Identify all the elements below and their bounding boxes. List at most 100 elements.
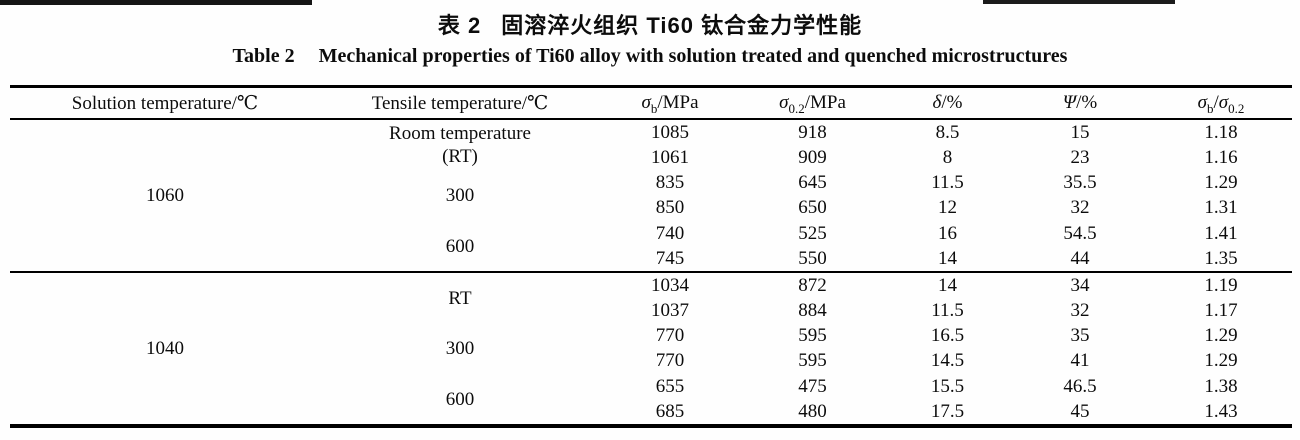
value-cell: 1.31	[1204, 197, 1238, 219]
value-cell: 34	[1070, 274, 1090, 296]
value-cell: 32	[1070, 197, 1090, 219]
value-cell: 11.5	[931, 299, 964, 321]
column-header-part: Tensile temperature/℃	[371, 92, 549, 114]
value-cell: 15	[1070, 121, 1090, 143]
table-row: 745 550 14 44 1.35	[10, 246, 1292, 272]
table-row: 1060 Room temperature (RT) 1085 918 8.5 15 1.18	[10, 119, 1292, 206]
value-cell: 14	[938, 247, 957, 269]
value-cell: 1.19	[1204, 274, 1238, 296]
value-cell: 1.29	[1204, 325, 1238, 347]
column-header: Tensile temperature/℃	[320, 87, 600, 120]
value-cell: 14.5	[930, 350, 965, 372]
tensile-temp-line: 600	[445, 235, 475, 257]
tensile-temp-cell: RT	[320, 272, 600, 323]
table-caption-en-text: Mechanical properties of Ti60 alloy with…	[318, 45, 1068, 67]
scan-artifact	[0, 0, 312, 5]
value-cell: 1.43	[1204, 400, 1238, 422]
tensile-temp-cell: 300	[320, 170, 600, 221]
column-header-part: /MPa	[804, 92, 846, 113]
value-cell: 884	[798, 299, 827, 321]
table-section: 1060 Room temperature (RT) 1085 918 8.5 15 1.18…	[10, 119, 1292, 273]
value-cell: 595	[798, 350, 827, 372]
tensile-temp-line: RT	[448, 287, 472, 309]
column-header: σb/MPa	[600, 87, 740, 120]
value-cell: 909	[798, 146, 827, 168]
column-header-part: δ	[932, 92, 942, 113]
column-header-part: b	[1206, 100, 1214, 116]
table-row: 1040 RT 1034 872 14 34 1.19	[10, 272, 1292, 359]
table-caption-en-label: Table 2	[232, 45, 295, 67]
column-header-part: /MPa	[657, 92, 699, 113]
table-caption-en: Table 2 Mechanical properties of Ti60 all…	[0, 45, 1300, 68]
value-cell: 41	[1070, 350, 1090, 372]
column-header-part: 0.2	[1228, 100, 1245, 116]
solution-temp-cell: 1060	[146, 184, 184, 206]
tensile-temp-line: 600	[445, 388, 475, 410]
column-header: Solution temperature/℃	[10, 87, 320, 120]
value-cell: 32	[1070, 299, 1090, 321]
tensile-temp-line: 300	[445, 185, 475, 207]
value-cell: 1037	[651, 299, 689, 321]
value-cell: 8.5	[935, 121, 960, 143]
tensile-temp-line: 300	[445, 338, 475, 360]
column-header-part: σ	[1197, 92, 1207, 113]
table-caption-zh-text: 固溶淬火组织 Ti60 钛合金力学性能	[501, 13, 863, 38]
table-row: 1037 884 11.5 32 1.17	[10, 298, 1292, 323]
value-cell: 14	[938, 274, 957, 296]
value-cell: 525	[798, 222, 827, 244]
value-cell: 12	[938, 197, 957, 219]
scan-artifact	[983, 0, 1175, 4]
tensile-temp-line: (RT)	[442, 146, 478, 168]
table-row: 300 835 645 11.5 35.5 1.29	[10, 170, 1292, 206]
table-caption-zh: 表 2 固溶淬火组织 Ti60 钛合金力学性能	[0, 8, 1300, 40]
value-cell: 1.38	[1204, 375, 1238, 397]
value-cell: 1085	[651, 121, 689, 143]
column-header-part: /%	[941, 92, 963, 113]
tensile-temp-cell: 600	[320, 374, 600, 426]
value-cell: 745	[655, 247, 685, 269]
value-cell: 23	[1070, 146, 1090, 168]
value-cell: 595	[798, 325, 827, 347]
table-caption-zh-label: 表 2	[437, 13, 482, 38]
value-cell: 1034	[651, 274, 689, 296]
value-cell: 44	[1070, 247, 1090, 269]
column-header: σ0.2/MPa	[740, 87, 885, 120]
tensile-temp-cell: 600	[320, 221, 600, 272]
value-cell: 45	[1070, 400, 1090, 422]
value-cell: 480	[798, 400, 827, 422]
column-header-part: b	[650, 100, 658, 116]
column-header-part: /	[1213, 92, 1219, 113]
value-cell: 770	[655, 325, 685, 347]
column-header-part: σ	[641, 92, 651, 113]
value-cell: 16.5	[930, 325, 965, 347]
column-header-part: Solution temperature/℃	[71, 92, 259, 114]
column-header: σb/σ0.2	[1150, 87, 1292, 120]
value-cell: 650	[798, 197, 827, 219]
value-cell: 918	[798, 121, 827, 143]
table-row: 300 770 595 16.5 35 1.29	[10, 323, 1292, 359]
column-header: Ψ/%	[1010, 87, 1150, 120]
column-header-part: Ψ	[1062, 92, 1077, 113]
data-table: Solution temperature/℃ Tensile temperatur…	[10, 85, 1292, 429]
table-row: 600 740 525 16 54.5 1.41	[10, 221, 1292, 257]
column-header-part: σ	[779, 92, 789, 113]
value-cell: 16	[938, 222, 957, 244]
table-section: 1040 RT 1034 872 14 34 1.19 1037 884 11.5 32 1.17 30…	[10, 272, 1292, 426]
value-cell: 35	[1070, 325, 1090, 347]
value-cell: 1.16	[1204, 146, 1238, 168]
value-cell: 740	[655, 222, 685, 244]
value-cell: 685	[655, 400, 685, 422]
tensile-temp-cell: 300	[320, 323, 600, 374]
tensile-temp-line: Room temperature	[389, 123, 531, 145]
value-cell: 645	[798, 171, 827, 193]
column-header-part: 0.2	[788, 100, 805, 116]
column-header: δ/%	[885, 87, 1010, 120]
value-cell: 770	[655, 350, 685, 372]
solution-temp-cell: 1040	[146, 337, 184, 359]
value-cell: 46.5	[1063, 375, 1097, 397]
table-row: 770 595 14.5 41 1.29	[10, 349, 1292, 374]
value-cell: 1.41	[1204, 222, 1238, 244]
value-cell: 1.17	[1204, 299, 1238, 321]
table-row: 600 655 475 15.5 46.5 1.38	[10, 374, 1292, 410]
